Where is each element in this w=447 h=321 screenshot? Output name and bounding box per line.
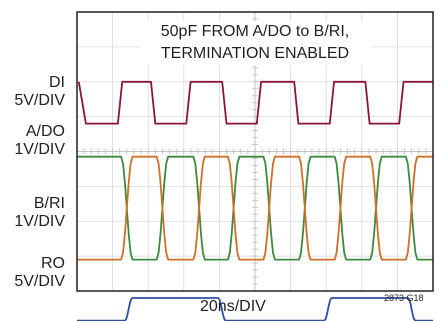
chart-title: 50pF FROM A/DO to B/RI, TERMINATION ENAB… xyxy=(140,21,370,65)
channel-label-di: DI 5V/DIV xyxy=(14,74,65,109)
title-line-1: 50pF FROM A/DO to B/RI, xyxy=(160,23,350,40)
trace-b-ri xyxy=(77,155,433,261)
channel-label-b-ri: B/RI 1V/DIV xyxy=(14,195,65,230)
plot-frame xyxy=(76,11,434,292)
channel-label-ro: RO 5V/DIV xyxy=(14,255,65,290)
x-axis-label: 20ns/DIV xyxy=(200,298,266,315)
title-line-2: TERMINATION ENABLED xyxy=(160,45,350,62)
channel-label-a-do: A/DO 1V/DIV xyxy=(14,123,65,158)
trace-di xyxy=(77,80,433,125)
figure-id: 2873 G18 xyxy=(384,293,424,303)
